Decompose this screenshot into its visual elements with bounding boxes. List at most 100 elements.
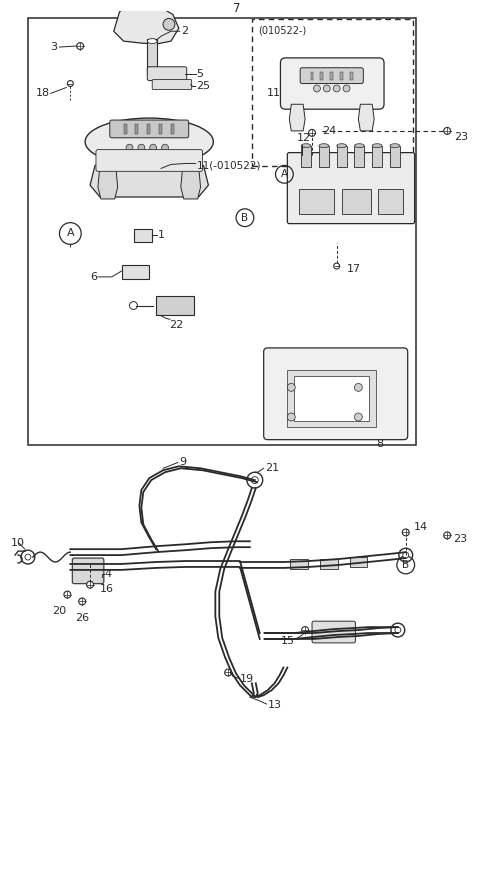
Bar (123, 124, 127, 133)
Text: 26: 26 (75, 613, 89, 623)
Circle shape (354, 384, 362, 392)
Polygon shape (114, 2, 179, 44)
Circle shape (444, 127, 451, 134)
Bar (147, 124, 150, 133)
FancyBboxPatch shape (312, 621, 355, 643)
Bar (171, 124, 174, 133)
Bar (321, 72, 324, 80)
FancyBboxPatch shape (110, 120, 189, 138)
FancyBboxPatch shape (72, 558, 104, 583)
Circle shape (402, 529, 409, 536)
Bar (372, 146, 382, 167)
Text: B: B (241, 213, 249, 223)
Circle shape (444, 532, 451, 539)
Circle shape (343, 85, 350, 92)
Bar (390, 146, 400, 167)
Circle shape (288, 384, 295, 392)
Circle shape (79, 598, 85, 605)
Circle shape (252, 476, 258, 484)
Text: 22: 22 (169, 320, 183, 331)
Text: 18: 18 (36, 88, 49, 98)
Circle shape (86, 582, 94, 588)
Text: 8: 8 (376, 438, 383, 449)
Bar (354, 146, 364, 167)
FancyBboxPatch shape (152, 80, 192, 89)
Text: 3: 3 (50, 42, 58, 52)
Bar (28, 19, 416, 445)
Bar (134, 229, 152, 242)
Text: A: A (67, 228, 74, 239)
Ellipse shape (85, 118, 214, 165)
Circle shape (225, 669, 232, 676)
Circle shape (138, 144, 145, 151)
Text: B: B (402, 560, 409, 570)
Circle shape (333, 85, 340, 92)
Bar (350, 72, 353, 80)
Circle shape (324, 85, 330, 92)
Text: 7: 7 (233, 3, 241, 16)
Text: 14: 14 (414, 522, 428, 532)
Polygon shape (98, 165, 118, 199)
Bar (320, 559, 337, 569)
Text: 20: 20 (52, 606, 67, 616)
Text: 6: 6 (90, 272, 97, 282)
Circle shape (126, 144, 133, 151)
FancyBboxPatch shape (96, 149, 203, 171)
Text: 12: 12 (297, 133, 312, 142)
Bar (135, 124, 138, 133)
Bar (340, 72, 343, 80)
Polygon shape (289, 104, 305, 131)
Polygon shape (359, 104, 374, 131)
Circle shape (395, 627, 401, 633)
Circle shape (130, 301, 137, 309)
Text: 4: 4 (105, 568, 112, 579)
Bar (378, 189, 403, 214)
Bar (252, 19, 413, 166)
Bar (299, 189, 334, 214)
Circle shape (150, 144, 156, 151)
Circle shape (25, 554, 31, 560)
Circle shape (163, 19, 175, 30)
Text: 10: 10 (11, 538, 25, 548)
Circle shape (334, 263, 340, 269)
Circle shape (288, 413, 295, 421)
Ellipse shape (319, 144, 329, 148)
Ellipse shape (354, 144, 364, 148)
Bar (330, 72, 333, 80)
FancyBboxPatch shape (264, 348, 408, 439)
Text: A: A (281, 170, 288, 179)
Bar (294, 376, 369, 421)
Text: 2: 2 (181, 27, 188, 36)
Ellipse shape (336, 144, 347, 148)
Text: 15: 15 (281, 636, 295, 646)
Circle shape (67, 80, 73, 87)
Text: 21: 21 (264, 463, 279, 473)
FancyBboxPatch shape (147, 67, 187, 80)
Bar (147, 39, 157, 73)
Circle shape (162, 144, 168, 151)
FancyBboxPatch shape (288, 153, 415, 224)
Circle shape (403, 552, 408, 558)
Bar (121, 265, 149, 278)
Text: 23: 23 (454, 132, 468, 141)
Text: 13: 13 (268, 700, 282, 710)
Ellipse shape (147, 39, 157, 43)
Circle shape (309, 129, 315, 136)
Text: 17: 17 (347, 264, 360, 274)
Bar (349, 557, 367, 567)
Ellipse shape (390, 144, 400, 148)
Bar (301, 146, 311, 167)
Text: 5: 5 (197, 69, 204, 79)
Circle shape (77, 42, 84, 50)
Ellipse shape (372, 144, 382, 148)
Bar (288, 370, 376, 427)
Bar (319, 146, 329, 167)
Bar (311, 72, 313, 80)
Circle shape (354, 413, 362, 421)
Bar (342, 189, 371, 214)
Text: 16: 16 (100, 583, 114, 594)
Polygon shape (181, 165, 201, 199)
Text: 11: 11 (266, 88, 281, 98)
Text: 25: 25 (197, 81, 211, 92)
Text: 24: 24 (322, 126, 336, 136)
